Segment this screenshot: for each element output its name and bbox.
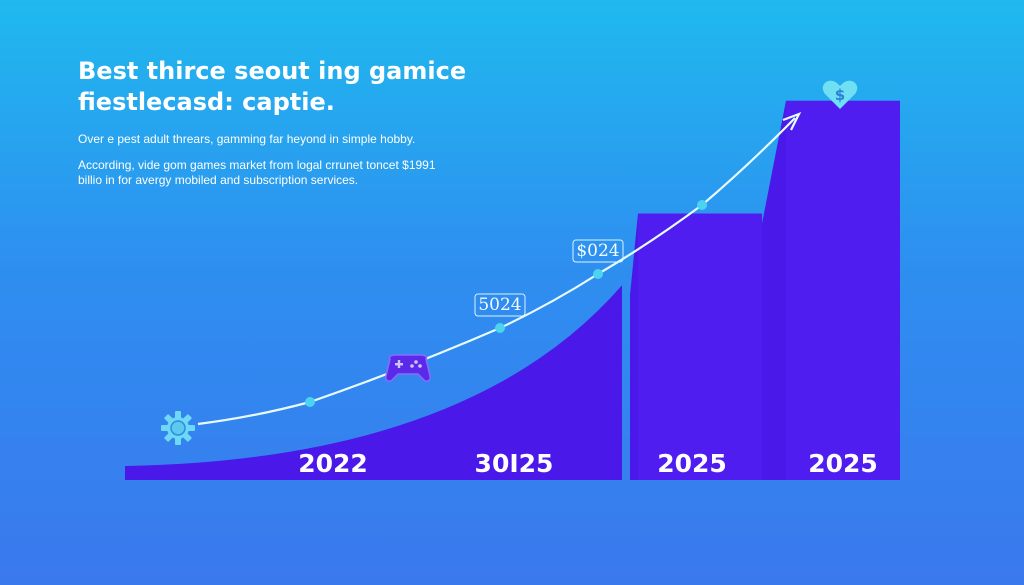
- category-label-1: 30I25: [475, 449, 554, 478]
- trend-point-4: [697, 200, 707, 210]
- point-label-box-2: [474, 293, 526, 317]
- gamepad-icon: [385, 354, 431, 382]
- body-text: According, vide gom games market from lo…: [78, 158, 436, 187]
- trend-point-2: [495, 323, 505, 333]
- labels-layer: 2022 30I25 2025 2025: [298, 449, 878, 478]
- heart-dollar-icon: $: [822, 80, 858, 109]
- category-label-0: 2022: [298, 449, 368, 478]
- bar-3-2025: [762, 100, 900, 480]
- point-label-3: $024: [576, 241, 619, 261]
- area-mark-2022-30I25: [125, 285, 622, 480]
- headline: Best thirce seout ing gamice fiestlecasd…: [78, 57, 467, 116]
- heart-dollar-symbol: $: [835, 86, 845, 104]
- gear-icon: [161, 411, 195, 445]
- bar-face-2: [638, 213, 762, 480]
- bars-layer: [125, 100, 900, 480]
- point-label-box-3: [572, 239, 624, 263]
- bar-2-2025: [630, 213, 762, 480]
- trend-layer: 5024 $024: [197, 111, 802, 426]
- category-label-2: 2025: [657, 449, 727, 478]
- trend-arrow-head: [782, 111, 802, 131]
- trend-point-3: [593, 269, 603, 279]
- category-label-3: 2025: [808, 449, 878, 478]
- bar-face-3: [786, 100, 900, 480]
- trend-point-1: [305, 397, 315, 407]
- intro-text: Over e pest adult threars, gamming far h…: [78, 132, 416, 146]
- point-label-2: 5024: [478, 295, 521, 315]
